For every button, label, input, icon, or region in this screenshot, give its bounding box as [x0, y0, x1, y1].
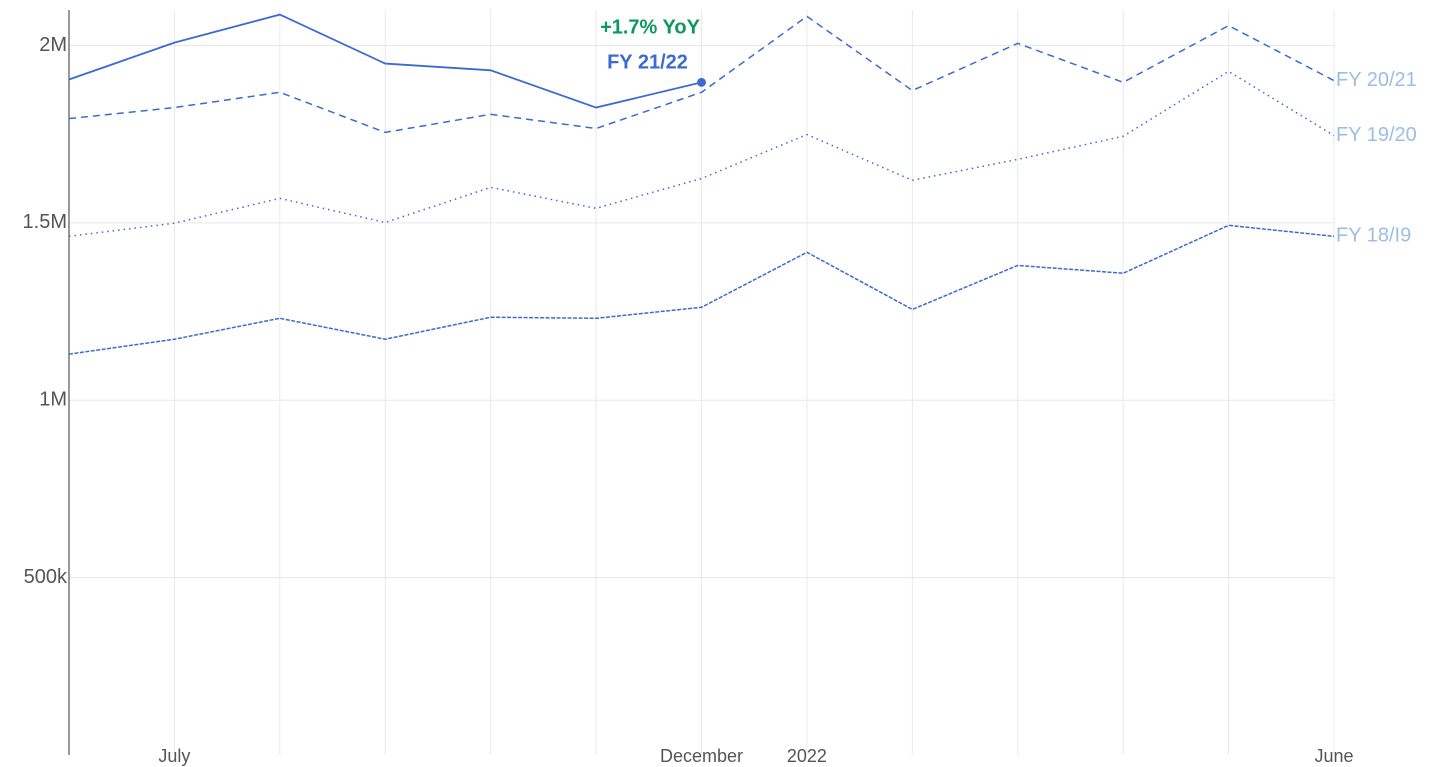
- series-label: FY 21/22: [607, 52, 688, 74]
- series-label: FY 19/20: [1336, 124, 1417, 146]
- y-tick-label: 1M: [39, 389, 67, 411]
- end-point: [697, 77, 706, 87]
- x-tick-label: 2022: [787, 746, 827, 766]
- series-line: [68, 15, 1335, 134]
- series-line: [68, 13, 702, 109]
- x-tick-label: July: [158, 746, 190, 766]
- series-label: FY 18/I9: [1336, 225, 1411, 247]
- x-tick-label: December: [660, 746, 743, 766]
- annotation: +1.7% YoY: [600, 16, 701, 38]
- y-tick-label: 500k: [24, 566, 68, 588]
- series-line: [68, 70, 1335, 238]
- x-tick-label: June: [1314, 746, 1353, 766]
- y-tick-label: 2M: [39, 34, 67, 56]
- y-tick-label: 1.5M: [23, 211, 67, 233]
- series-label: FY 20/21: [1336, 69, 1417, 91]
- series-line: [68, 224, 1335, 355]
